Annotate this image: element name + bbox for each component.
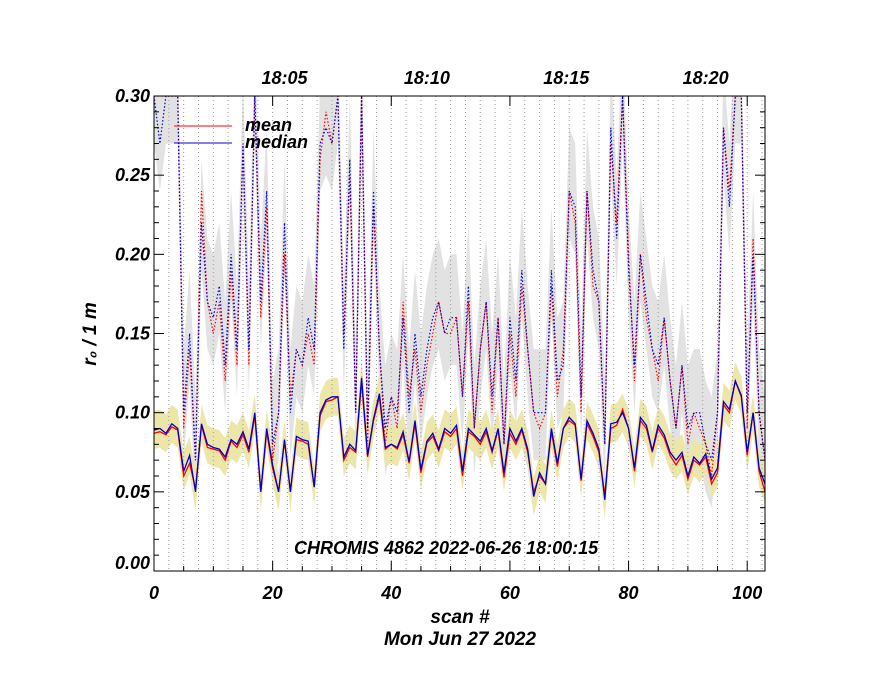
band-low	[154, 358, 765, 519]
x-tick-label: 0	[149, 583, 159, 603]
y-tick-label: 0.00	[115, 553, 150, 573]
band-high	[154, 96, 765, 508]
y-tick-label: 0.15	[115, 324, 151, 344]
x-tick-label: 80	[619, 583, 639, 603]
series-line-1	[154, 377, 765, 500]
y-tick-label: 0.25	[115, 165, 151, 185]
series-line-2	[154, 96, 765, 477]
legend-mean-label: mean	[245, 115, 292, 135]
legend-median-label: median	[245, 132, 308, 152]
y-tick-label: 0.30	[115, 86, 150, 106]
x-tick-label: 20	[262, 583, 283, 603]
x-tick-label: 60	[500, 583, 520, 603]
data-lines	[154, 96, 765, 500]
x-ticks: 0 20 40 60 80 100	[149, 96, 762, 603]
shaded-bands	[154, 96, 765, 519]
y-axis-title: r₀ / 1 m	[80, 302, 101, 366]
time-tick-label: 18:10	[404, 68, 450, 88]
time-tick-label: 18:15	[543, 68, 590, 88]
y-tick-label: 0.20	[115, 244, 150, 264]
series-line-3	[154, 96, 765, 461]
x-tick-label: 100	[732, 583, 762, 603]
y-ticks: 0.00 0.05 0.10 0.15 0.20 0.25 0.30	[115, 86, 765, 573]
legend: mean median	[174, 115, 308, 152]
date-label: Mon Jun 27 2022	[384, 629, 536, 650]
x-axis-title: scan #	[430, 607, 490, 628]
time-ticks: 18:05 18:10 18:15 18:20	[261, 68, 728, 88]
y-tick-label: 0.10	[115, 403, 150, 423]
chart-annotation: CHROMIS 4862 2022-06-26 18:00:15	[294, 538, 599, 558]
x-tick-label: 40	[380, 583, 401, 603]
time-tick-label: 18:05	[261, 68, 308, 88]
y-tick-label: 0.05	[115, 482, 151, 502]
time-tick-label: 18:20	[683, 68, 729, 88]
